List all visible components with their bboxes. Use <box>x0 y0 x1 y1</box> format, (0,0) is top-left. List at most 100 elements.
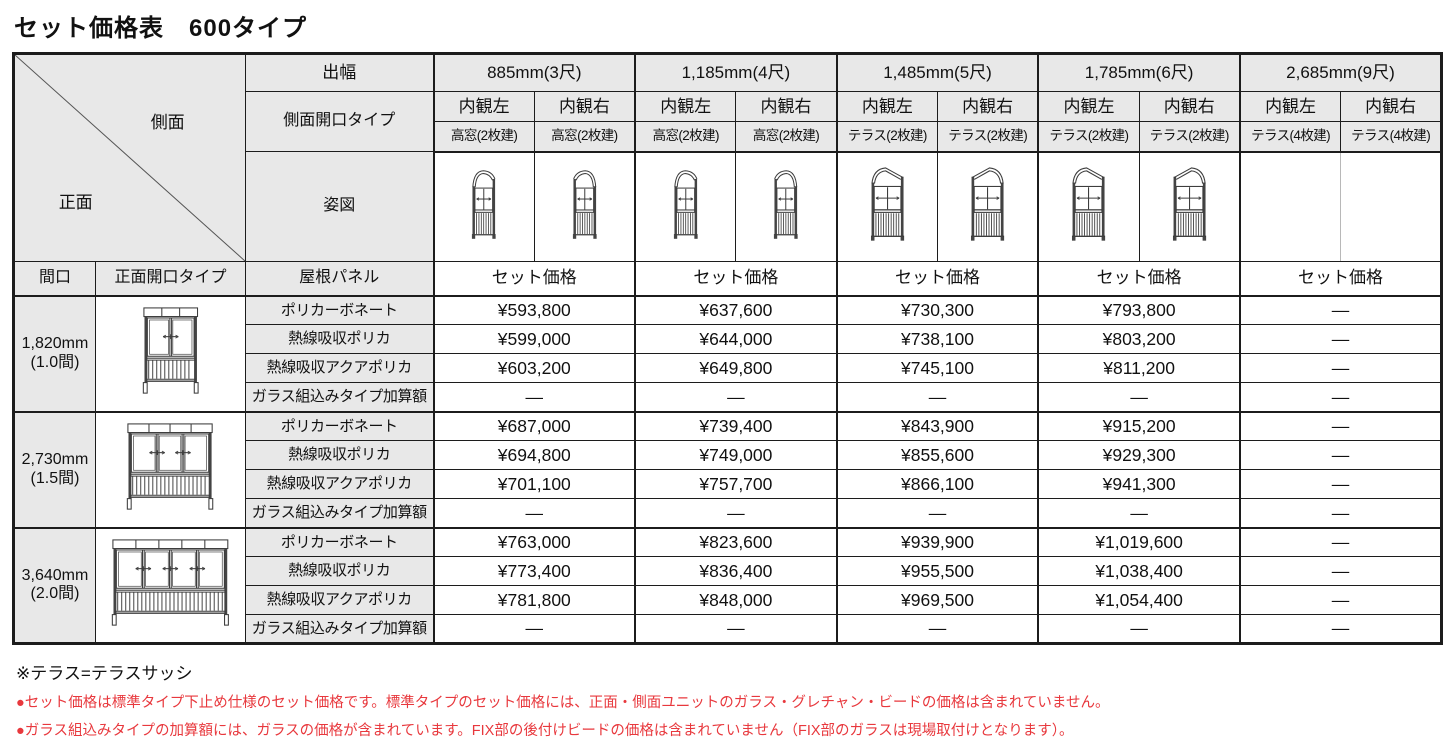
corner-front-label: 正面 <box>58 193 93 213</box>
header-depth-1785: 1,785mm(6尺) <box>1037 53 1241 92</box>
front-figure-cell <box>95 410 246 528</box>
figure-cell <box>1037 151 1140 262</box>
price-cell: ¥823,600 <box>634 526 838 557</box>
header-sash-type: 高窓(2枚建) <box>533 121 636 153</box>
roof-panel-type: ポリカーボネート <box>245 410 434 441</box>
header-maguchi-label: 間口 <box>13 261 96 297</box>
roof-panel-type: 熱線吸収アクアポリカ <box>245 585 434 615</box>
price-cell: ¥1,038,400 <box>1037 556 1241 586</box>
set-price-label: セット価格 <box>835 261 1039 297</box>
header-figure-label: 姿図 <box>245 151 434 262</box>
side-window-figure-icon <box>870 165 905 243</box>
header-view-right: 内観右 <box>1340 91 1443 122</box>
price-cell: ¥855,600 <box>835 440 1039 470</box>
header-view-left: 内観左 <box>1238 91 1342 122</box>
price-cell: — <box>634 614 838 644</box>
header-view-right: 内観右 <box>533 91 636 122</box>
roof-panel-type: ポリカーボネート <box>245 526 434 557</box>
side-window-figure-icon <box>970 165 1005 243</box>
price-cell: ¥793,800 <box>1037 295 1241 325</box>
figure-cell <box>432 151 535 262</box>
figure-cell <box>634 151 737 262</box>
maguchi-mm: 3,640mm <box>21 566 89 584</box>
header-view-left: 内観左 <box>432 91 535 122</box>
price-cell: — <box>1238 324 1443 354</box>
front-elevation-figure-icon <box>142 306 199 396</box>
price-cell: ¥593,800 <box>432 295 636 325</box>
maguchi-value: 3,640mm (2.0間) <box>13 526 96 644</box>
price-cell: ¥749,000 <box>634 440 838 470</box>
maguchi-mm: 2,730mm <box>21 451 89 469</box>
price-cell: — <box>1238 526 1443 557</box>
diagonal-divider-line <box>15 55 245 261</box>
page-title: セット価格表 600タイプ <box>14 15 308 42</box>
corner-cell: 側面 正面 <box>13 53 246 262</box>
side-window-figure-icon <box>1172 165 1207 243</box>
figure-cell <box>937 151 1039 262</box>
header-sash-type: テラス(2枚建) <box>1138 121 1241 153</box>
price-cell: ¥843,900 <box>835 410 1039 441</box>
note-red-1: ●セット価格は標準タイプ下止め仕様のセット価格です。標準タイプのセット価格には、… <box>16 695 1110 711</box>
front-figure-cell <box>95 295 246 412</box>
header-depth-1185: 1,185mm(4尺) <box>634 53 838 92</box>
header-sash-type: テラス(2枚建) <box>1037 121 1140 153</box>
price-cell: ¥1,054,400 <box>1037 585 1241 615</box>
side-window-figure-icon <box>773 168 799 241</box>
maguchi-mm: 1,820mm <box>21 335 89 353</box>
price-cell: — <box>634 382 838 412</box>
header-view-right: 内観右 <box>1138 91 1241 122</box>
header-sash-type: テラス(2枚建) <box>937 121 1039 153</box>
header-sash-type: 高窓(2枚建) <box>634 121 737 153</box>
header-depth-1485: 1,485mm(5尺) <box>835 53 1039 92</box>
price-cell: ¥730,300 <box>835 295 1039 325</box>
set-price-label: セット価格 <box>1238 261 1443 297</box>
header-sash-type: テラス(4枚建) <box>1238 121 1342 153</box>
roof-panel-type: 熱線吸収ポリカ <box>245 440 434 470</box>
header-sash-type: テラス(2枚建) <box>835 121 938 153</box>
roof-panel-type: 熱線吸収ポリカ <box>245 324 434 354</box>
price-cell: ¥848,000 <box>634 585 838 615</box>
price-cell: — <box>432 614 636 644</box>
price-cell: ¥773,400 <box>432 556 636 586</box>
roof-panel-type: ガラス組込みタイプ加算額 <box>245 498 434 528</box>
set-price-label: セット価格 <box>432 261 636 297</box>
side-window-figure-icon <box>572 168 598 241</box>
figure-cell <box>835 151 938 262</box>
set-price-label: セット価格 <box>1037 261 1241 297</box>
header-roof-panel-label: 屋根パネル <box>245 261 434 297</box>
header-depth-2685: 2,685mm(9尺) <box>1238 53 1443 92</box>
price-cell: — <box>1238 440 1443 470</box>
figure-cell <box>1138 151 1241 262</box>
price-cell: ¥1,019,600 <box>1037 526 1241 557</box>
side-window-figure-icon <box>471 168 497 241</box>
maguchi-ken: (2.0間) <box>30 585 80 603</box>
price-cell: ¥929,300 <box>1037 440 1241 470</box>
set-price-table: 側面 正面 出幅 885mm(3尺) 1,185mm(4尺) 1,485mm(5… <box>12 52 1444 645</box>
header-view-left: 内観左 <box>1037 91 1140 122</box>
maguchi-ken: (1.0間) <box>30 353 80 371</box>
figure-cell <box>735 151 838 262</box>
price-cell: ¥757,700 <box>634 469 838 499</box>
price-cell: — <box>1238 556 1443 586</box>
roof-panel-type: 熱線吸収アクアポリカ <box>245 353 434 383</box>
price-cell: — <box>432 498 636 528</box>
price-cell: — <box>1238 614 1443 644</box>
header-view-left: 内観左 <box>835 91 938 122</box>
price-cell: ¥811,200 <box>1037 353 1241 383</box>
note-red-2: ●ガラス組込みタイプの加算額には、ガラスの価格が含まれています。FIX部の後付け… <box>16 723 1074 739</box>
front-elevation-figure-icon <box>126 422 214 512</box>
price-cell: ¥763,000 <box>432 526 636 557</box>
price-cell: ¥649,800 <box>634 353 838 383</box>
price-cell: ¥603,200 <box>432 353 636 383</box>
price-cell: — <box>1238 382 1443 412</box>
header-view-left: 内観左 <box>634 91 737 122</box>
roof-panel-type: 熱線吸収アクアポリカ <box>245 469 434 499</box>
maguchi-value: 2,730mm (1.5間) <box>13 410 96 528</box>
price-cell: — <box>1238 469 1443 499</box>
price-cell: — <box>1238 353 1443 383</box>
price-cell: ¥701,100 <box>432 469 636 499</box>
figure-cell-empty <box>1238 151 1342 262</box>
price-cell: — <box>1037 614 1241 644</box>
price-cell: ¥955,500 <box>835 556 1039 586</box>
